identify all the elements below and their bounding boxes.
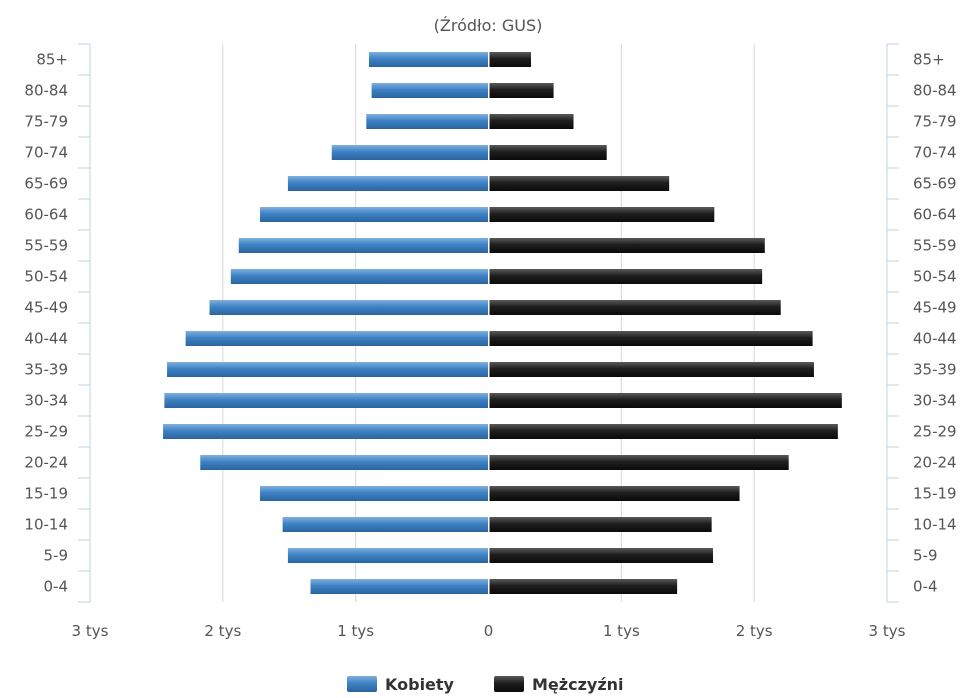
bar-kobiety-45-49[interactable]	[209, 300, 489, 315]
bar-kobiety-25-29[interactable]	[163, 424, 489, 439]
category-label-left: 65-69	[24, 175, 68, 193]
category-label-left: 70-74	[24, 144, 68, 162]
bar-kobiety-65-69[interactable]	[287, 176, 489, 191]
bar-mezczyzni-25-29[interactable]	[489, 424, 838, 439]
bar-kobiety-50-54[interactable]	[230, 269, 489, 284]
bar-mezczyzni-15-19[interactable]	[489, 486, 740, 501]
category-label-right: 35-39	[913, 361, 957, 379]
bar-mezczyzni-0-4[interactable]	[489, 579, 678, 594]
legend-label: Kobiety	[385, 675, 455, 694]
bar-mezczyzni-45-49[interactable]	[489, 300, 781, 315]
bar-kobiety-35-39[interactable]	[167, 362, 489, 377]
bar-kobiety-85+[interactable]	[368, 52, 489, 67]
bar-mezczyzni-75-79[interactable]	[489, 114, 574, 129]
bar-kobiety-10-14[interactable]	[282, 517, 489, 532]
bar-kobiety-75-79[interactable]	[366, 114, 489, 129]
bar-kobiety-15-19[interactable]	[260, 486, 489, 501]
bar-kobiety-40-44[interactable]	[185, 331, 489, 346]
category-label-right: 30-34	[913, 392, 957, 410]
legend-swatch	[347, 676, 377, 692]
category-label-left: 40-44	[24, 330, 68, 348]
category-label-right: 5-9	[913, 547, 938, 565]
x-tick-label: 3 tys	[869, 622, 906, 640]
category-label-left: 30-34	[24, 392, 68, 410]
category-label-right: 15-19	[913, 485, 957, 503]
bar-kobiety-55-59[interactable]	[238, 238, 489, 253]
category-label-left: 45-49	[24, 299, 68, 317]
x-tick-label: 1 tys	[337, 622, 374, 640]
category-label-right: 70-74	[913, 144, 957, 162]
bars	[163, 44, 842, 602]
category-label-left: 10-14	[24, 516, 68, 534]
bar-kobiety-60-64[interactable]	[260, 207, 489, 222]
category-label-right: 55-59	[913, 237, 957, 255]
category-label-left: 35-39	[24, 361, 68, 379]
bar-mezczyzni-10-14[interactable]	[489, 517, 712, 532]
bar-kobiety-20-24[interactable]	[200, 455, 489, 470]
bar-mezczyzni-35-39[interactable]	[489, 362, 814, 377]
category-label-left: 55-59	[24, 237, 68, 255]
bar-mezczyzni-30-34[interactable]	[489, 393, 842, 408]
category-label-right: 85+	[913, 51, 945, 69]
bar-mezczyzni-65-69[interactable]	[489, 176, 670, 191]
category-label-left: 25-29	[24, 423, 68, 441]
bar-kobiety-30-34[interactable]	[164, 393, 489, 408]
bar-mezczyzni-80-84[interactable]	[489, 83, 554, 98]
bar-kobiety-80-84[interactable]	[371, 83, 489, 98]
category-labels-left: 85+ 80-84 75-79 70-74 65-69 60-64 55-59 50-54 45…	[24, 51, 68, 596]
bar-kobiety-5-9[interactable]	[287, 548, 489, 563]
legend-swatch	[494, 676, 524, 692]
category-label-right: 50-54	[913, 268, 957, 286]
category-label-left: 80-84	[24, 82, 68, 100]
category-label-left: 50-54	[24, 268, 68, 286]
category-label-right: 40-44	[913, 330, 957, 348]
x-tick-label: 1 tys	[603, 622, 640, 640]
bar-mezczyzni-5-9[interactable]	[489, 548, 713, 563]
category-label-left: 0-4	[44, 578, 69, 596]
category-label-right: 0-4	[913, 578, 938, 596]
bar-mezczyzni-85+[interactable]	[489, 52, 532, 67]
axes	[78, 43, 899, 603]
x-tick-label: 2 tys	[204, 622, 241, 640]
bar-kobiety-0-4[interactable]	[310, 579, 489, 594]
legend-item-kobiety[interactable]: Kobiety	[347, 675, 455, 694]
category-label-right: 75-79	[913, 113, 957, 131]
category-label-left: 5-9	[44, 547, 69, 565]
category-label-left: 20-24	[24, 454, 68, 472]
category-label-right: 45-49	[913, 299, 957, 317]
bar-mezczyzni-40-44[interactable]	[489, 331, 813, 346]
bar-kobiety-70-74[interactable]	[331, 145, 489, 160]
legend-label: Mężczyźni	[532, 675, 624, 694]
category-label-right: 80-84	[913, 82, 957, 100]
x-tick-label: 2 tys	[736, 622, 773, 640]
bar-mezczyzni-60-64[interactable]	[489, 207, 715, 222]
category-label-right: 25-29	[913, 423, 957, 441]
category-label-right: 60-64	[913, 206, 957, 224]
chart-subtitle: (Źródło: GUS)	[434, 16, 543, 35]
category-label-right: 10-14	[913, 516, 957, 534]
category-label-left: 60-64	[24, 206, 68, 224]
bar-mezczyzni-55-59[interactable]	[489, 238, 765, 253]
category-label-right: 20-24	[913, 454, 957, 472]
category-label-left: 75-79	[24, 113, 68, 131]
x-tick-label: 0	[484, 622, 494, 640]
legend[interactable]: Kobiety Mężczyźni	[347, 675, 624, 694]
legend-item-mezczyzni[interactable]: Mężczyźni	[494, 675, 624, 694]
category-labels-right: 85+ 80-84 75-79 70-74 65-69 60-64 55-59 50-54 45…	[913, 51, 957, 596]
category-label-left: 85+	[36, 51, 68, 69]
bar-mezczyzni-50-54[interactable]	[489, 269, 763, 284]
category-label-right: 65-69	[913, 175, 957, 193]
x-tick-labels: 3 tys 2 tys 1 tys 0 1 tys 2 tys 3 tys	[72, 622, 906, 640]
bar-mezczyzni-20-24[interactable]	[489, 455, 789, 470]
bar-mezczyzni-70-74[interactable]	[489, 145, 607, 160]
category-label-left: 15-19	[24, 485, 68, 503]
x-tick-label: 3 tys	[72, 622, 109, 640]
